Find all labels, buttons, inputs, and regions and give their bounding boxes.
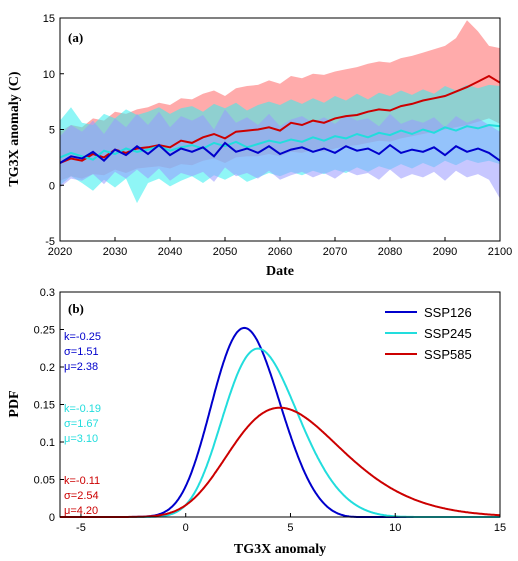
stat-ssp126: σ=1.51	[64, 346, 99, 358]
stat-ssp245: μ=3.10	[64, 433, 98, 445]
stat-ssp585: k=-0.11	[64, 475, 100, 487]
x-tick-label: 2040	[158, 246, 182, 258]
x-tick-label: 10	[389, 522, 401, 534]
y-tick-label: 5	[49, 125, 55, 137]
panel-b: -5 0 5 10 15 0 0.05 0.1 0.15 0.2 0.25 0.3 (b) k=-0…	[7, 287, 506, 557]
y-tick-label: 0	[49, 512, 55, 524]
stat-ssp585: μ=4.20	[64, 505, 98, 517]
x-axis-ticks-b: -5 0 5 10 15	[76, 513, 506, 534]
y-axis-ticks-b: 0 0.05 0.1 0.15 0.2 0.25 0.3	[34, 287, 64, 524]
x-tick-label: 15	[494, 522, 506, 534]
stat-ssp126: k=-0.25	[64, 331, 101, 343]
y-tick-label: 10	[43, 69, 55, 81]
y-tick-label: -5	[45, 236, 55, 248]
x-tick-label: 2020	[48, 246, 72, 258]
y-tick-label: 0.1	[40, 437, 55, 449]
stat-ssp245: σ=1.67	[64, 418, 99, 430]
x-tick-label: 2100	[488, 246, 512, 258]
mean-lines	[59, 74, 501, 164]
stat-ssp245: k=-0.19	[64, 403, 101, 415]
line-ssp126	[59, 141, 501, 164]
stat-ssp585: σ=2.54	[64, 490, 99, 502]
y-tick-label: 15	[43, 13, 55, 25]
y-tick-label: 0.05	[34, 475, 55, 487]
x-axis-label-a: Date	[266, 264, 294, 279]
y-axis-label-b: PDF	[7, 390, 22, 417]
x-tick-label: 0	[183, 522, 189, 534]
x-tick-label: 2090	[433, 246, 457, 258]
x-tick-label: 2070	[323, 246, 347, 258]
uncertainty-bands	[60, 20, 500, 204]
y-axis-ticks-a: -5 0 5 10 15	[43, 13, 64, 248]
legend-label-ssp245: SSP245	[424, 326, 472, 341]
pdf-curve-ssp585	[60, 406, 501, 518]
panel-label-a: (a)	[68, 30, 83, 45]
y-tick-label: 0.3	[40, 287, 55, 299]
legend: SSP126 SSP245 SSP585	[381, 297, 496, 365]
panel-label-b: (b)	[68, 301, 84, 316]
x-tick-label: 5	[287, 522, 293, 534]
y-tick-label: 0.2	[40, 362, 55, 374]
stat-ssp126: μ=2.38	[64, 361, 98, 373]
line-ssp245	[59, 123, 501, 161]
x-axis-ticks-a: 2020 2030 2040 2050 2060 2070 2080 2090 2100	[48, 237, 512, 258]
x-tick-label: 2050	[213, 246, 237, 258]
y-tick-label: 0.15	[34, 400, 55, 412]
x-tick-label: 2030	[103, 246, 127, 258]
y-axis-label-a: TG3X anomaly (C)	[7, 71, 22, 186]
panel-a: 2020 2030 2040 2050 2060 2070 2080 2090 2100 -5 0…	[7, 13, 512, 279]
x-tick-label: -5	[76, 522, 86, 534]
x-tick-label: 2060	[268, 246, 292, 258]
pdf-curve-ssp245	[60, 347, 500, 518]
x-axis-label-b: TG3X anomaly	[234, 542, 326, 557]
distribution-parameters: k=-0.25 σ=1.51 μ=2.38 k=-0.19 σ=1.67 μ=3.10 k=…	[64, 331, 101, 517]
y-tick-label: 0	[49, 180, 55, 192]
legend-label-ssp585: SSP585	[424, 347, 472, 362]
y-tick-label: 0.25	[34, 325, 55, 337]
legend-label-ssp126: SSP126	[424, 305, 472, 320]
x-tick-label: 2080	[378, 246, 402, 258]
